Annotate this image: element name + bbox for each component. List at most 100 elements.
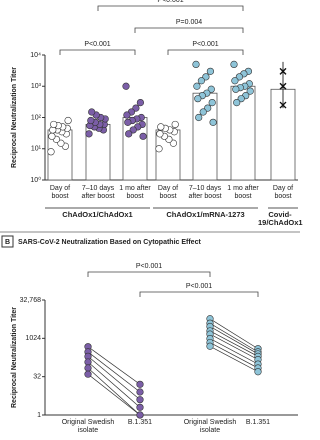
p-bracket-label: P=0.004 [176, 19, 202, 26]
point [231, 77, 239, 85]
point [129, 126, 137, 134]
pair-line [209, 326, 259, 355]
x-tick-label: 1 mo after boost [119, 185, 151, 200]
point [192, 60, 200, 69]
x-tick-label: Day of boost [157, 185, 179, 200]
point [122, 82, 130, 90]
pair-line [209, 322, 259, 353]
point [136, 411, 144, 419]
point [202, 73, 210, 81]
pair-line [209, 330, 259, 357]
pair-line [209, 345, 259, 373]
p-bracket [134, 27, 244, 33]
p-bracket [167, 49, 244, 55]
pair-line [209, 333, 259, 360]
point [197, 77, 205, 85]
y-tick-label: 10¹ [31, 146, 42, 153]
x-tick-label: Original Swedish isolate [183, 419, 237, 434]
point [136, 380, 144, 388]
point [237, 95, 245, 103]
point [157, 123, 165, 131]
point [194, 95, 202, 103]
p-bracket-label: P<0.001 [192, 41, 218, 48]
point [125, 130, 133, 138]
p-bracket [59, 49, 136, 55]
point [193, 82, 201, 90]
pair-line [87, 361, 141, 408]
point [208, 98, 216, 107]
point [230, 60, 238, 69]
point [209, 118, 217, 126]
pair-line [87, 373, 141, 416]
pair-line [87, 367, 141, 416]
page: {"chart_data":[ {"type":"dot_bar","ylabe… [0, 0, 303, 434]
pair-line [209, 338, 259, 365]
x-tick-label: B.1.351 [245, 419, 271, 426]
y-tick-label: 10⁴ [30, 52, 41, 59]
point [246, 87, 254, 95]
point [279, 101, 287, 109]
point [84, 364, 92, 372]
point [88, 108, 96, 116]
x-tick-label: 7–10 days after boost [81, 185, 115, 200]
point [233, 98, 241, 107]
panel-title: SARS-CoV-2 Neutralization Based on Cytop… [18, 239, 201, 246]
point [57, 139, 65, 147]
panel-label: B [5, 239, 10, 246]
panel-label-box [1, 235, 14, 248]
point [232, 85, 240, 93]
point [206, 67, 214, 75]
y-tick-label: 1 [37, 412, 41, 419]
x-tick-label: Day of boost [49, 185, 71, 200]
point [169, 139, 177, 147]
group-label: ChAdOx1/mRNA-1273 [166, 210, 245, 219]
p-bracket-label: P<0.001 [136, 263, 162, 270]
y-tick-label: 1024 [25, 335, 41, 342]
pair-line [209, 342, 259, 369]
point [123, 111, 131, 119]
x-tick-label: Original Swedish isolate [61, 419, 115, 434]
y-tick-label: 32,768 [20, 297, 42, 304]
p-bracket-label: P<0.001 [84, 41, 110, 48]
p-bracket-label: P<0.001 [186, 283, 212, 290]
p-bracket [87, 271, 211, 277]
y-tick-label: 10² [31, 114, 42, 121]
point [136, 388, 144, 396]
point [171, 120, 179, 129]
x-tick-label: 1 mo after boost [227, 185, 259, 200]
point [64, 116, 72, 125]
point [207, 85, 215, 93]
point [279, 82, 287, 90]
group-label: Covid-19/ChAdOx1 [258, 210, 303, 227]
point [136, 403, 144, 411]
point [195, 113, 203, 122]
p-bracket [97, 5, 244, 11]
point [139, 132, 147, 140]
point [50, 120, 58, 129]
point [204, 104, 212, 112]
y-tick-label: 10⁰ [30, 176, 41, 184]
point [87, 116, 95, 125]
point [235, 73, 243, 81]
point [279, 67, 287, 75]
point [136, 396, 144, 404]
point [156, 130, 164, 138]
point [155, 145, 163, 153]
figure: 10⁰ 10¹ 10² 10³ 10⁴ Reciprocal Neutralization… [0, 0, 300, 419]
point [132, 104, 140, 112]
y-axis-label: Reciprocal Neutralization Titer [11, 307, 18, 408]
median-bar [47, 129, 73, 181]
x-tick-label: 7–10 days after boost [188, 185, 222, 200]
group-label: ChAdOx1/ChAdOx1 [62, 210, 133, 219]
pair-line [87, 346, 141, 385]
point [199, 108, 207, 116]
p-bracket [139, 291, 259, 297]
p-bracket-label: P<0.001 [157, 0, 183, 4]
point [124, 118, 132, 126]
pair-line [209, 318, 259, 350]
pair-line [87, 351, 141, 393]
y-tick-label: 32 [33, 374, 41, 381]
x-tick-label: Day of boost [272, 185, 294, 200]
y-tick-label: 10³ [31, 83, 42, 90]
point [84, 370, 92, 378]
